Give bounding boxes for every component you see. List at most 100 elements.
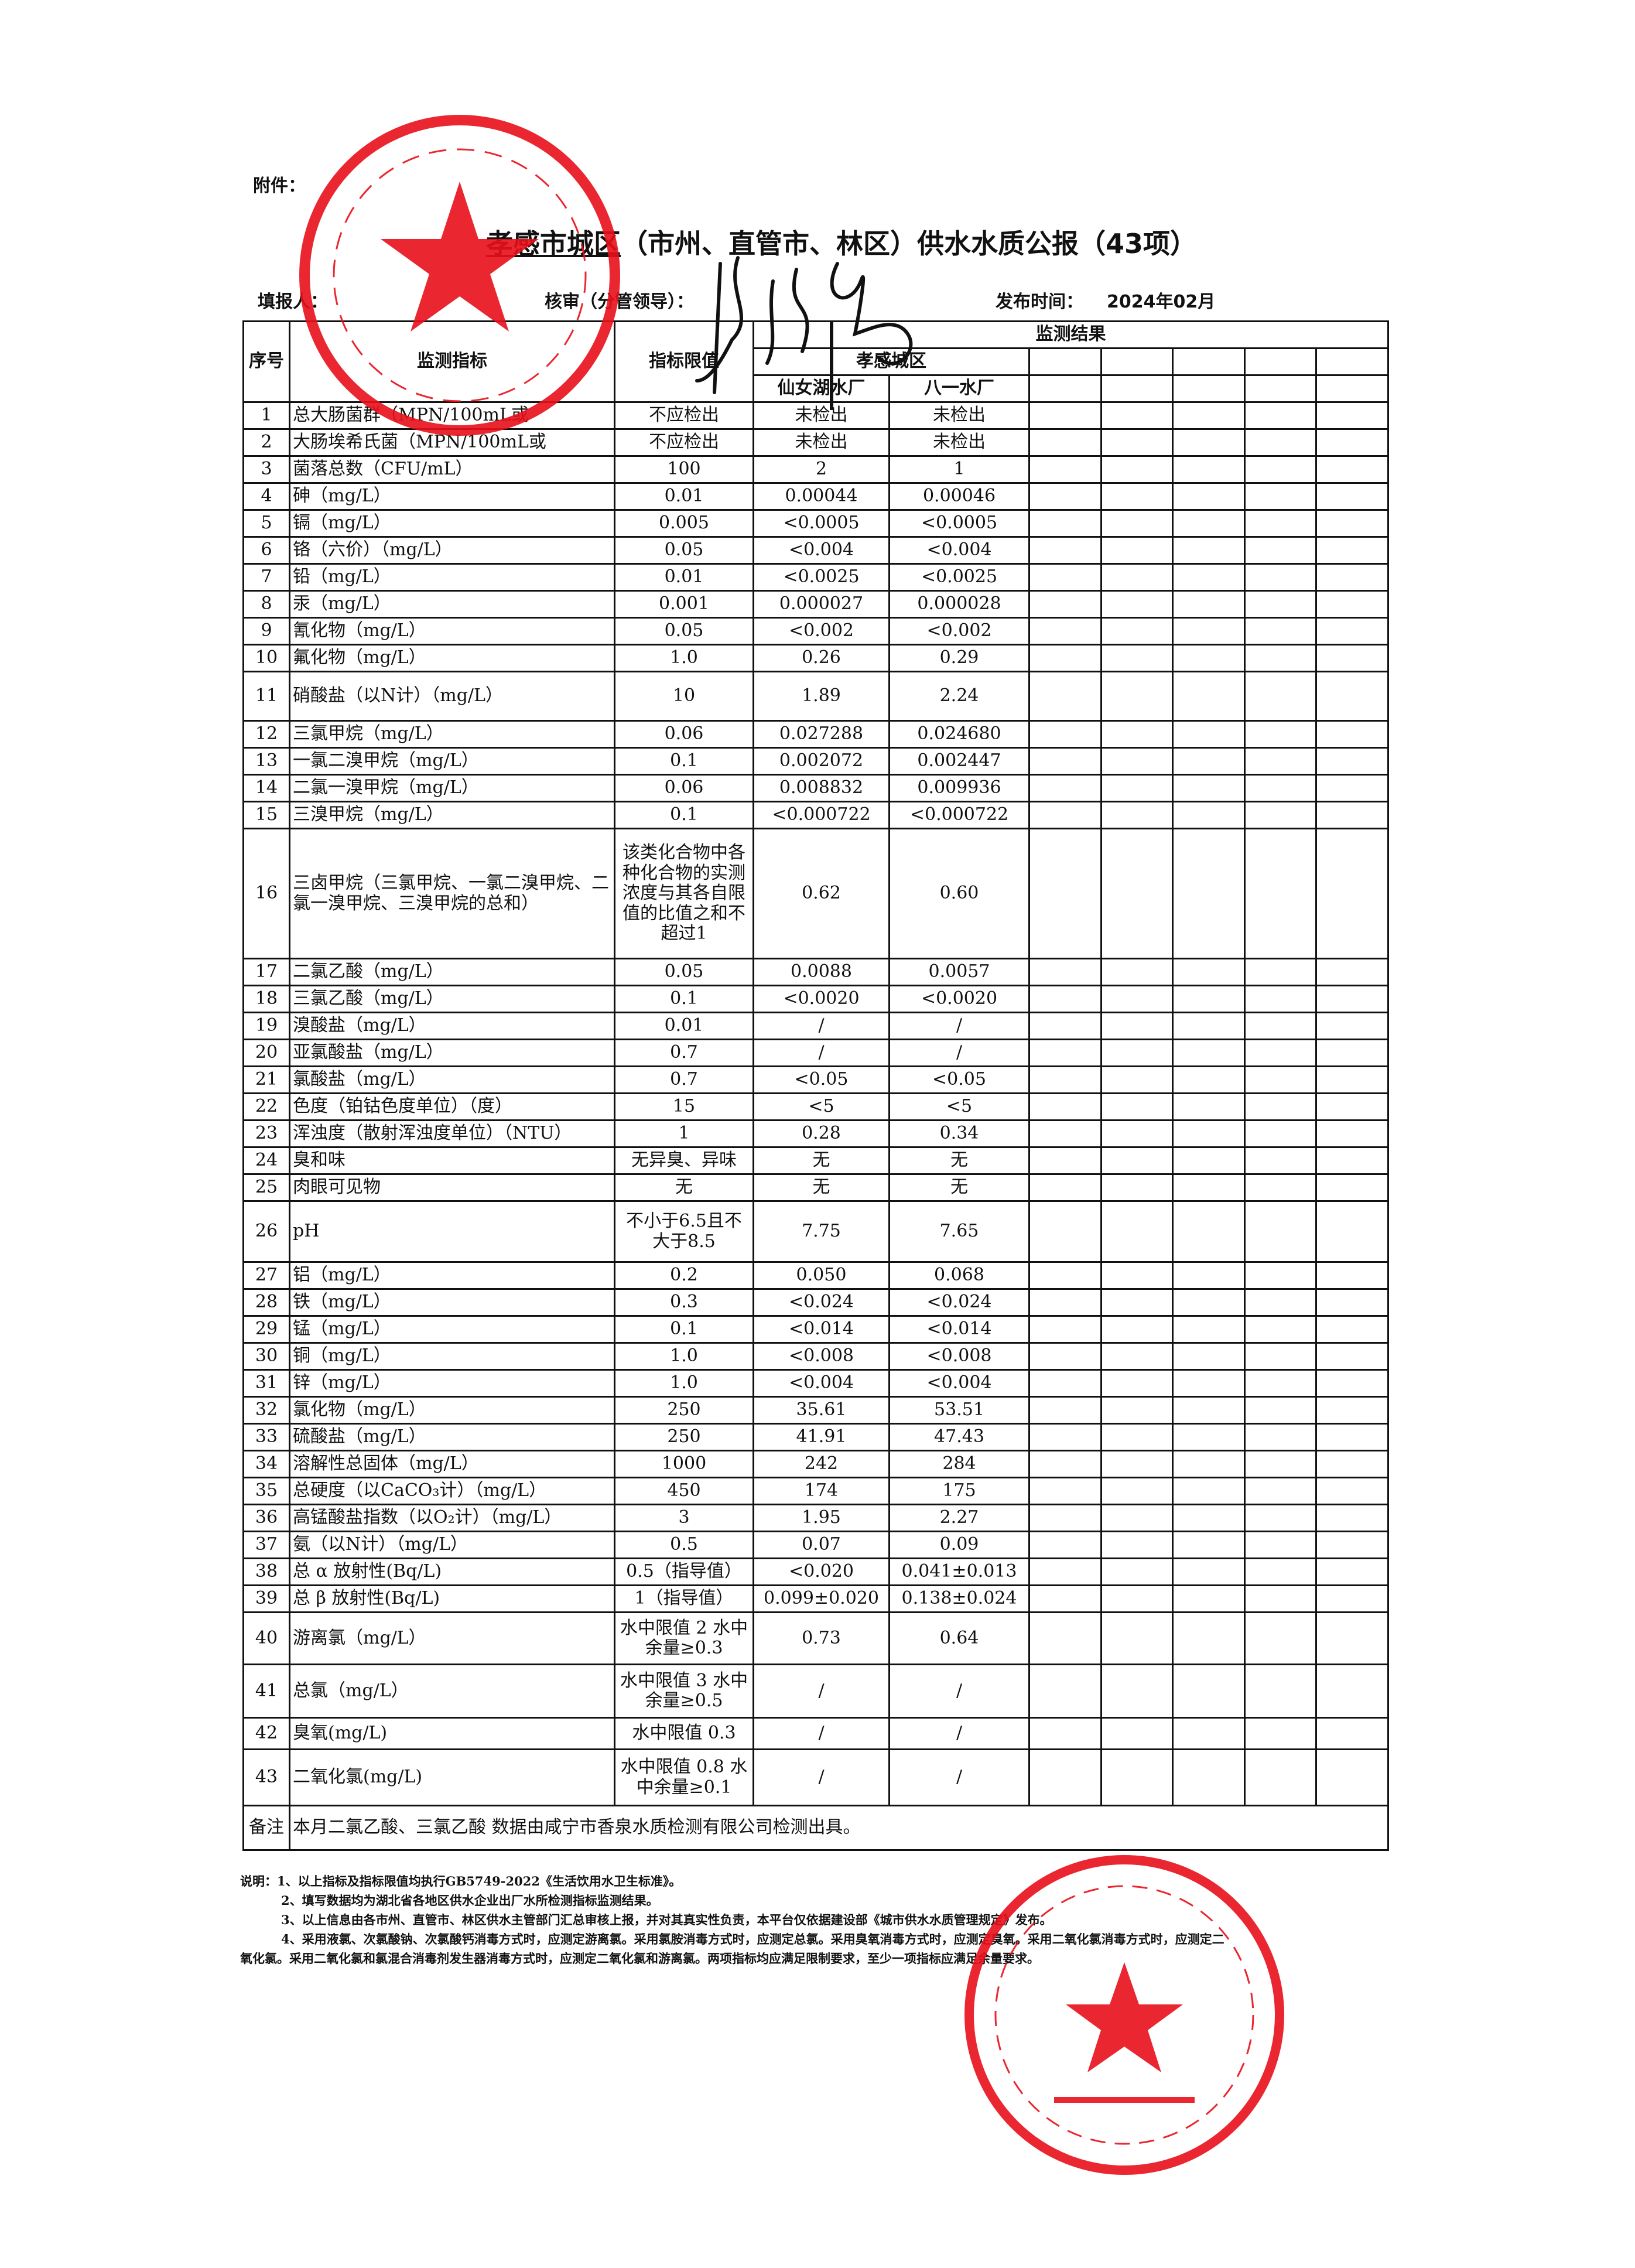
bayi-value: 0.000028 xyxy=(888,590,1030,619)
empty-cell xyxy=(1100,590,1174,619)
empty-cell xyxy=(1243,1288,1318,1317)
empty-cell xyxy=(1100,1584,1174,1613)
empty-cell xyxy=(1243,1342,1318,1371)
empty-cell xyxy=(1100,509,1174,538)
empty-cell xyxy=(1100,720,1174,749)
empty-cell xyxy=(1172,428,1246,457)
empty-cell xyxy=(1315,509,1389,538)
limit-value: 无异臭、异味 xyxy=(614,1146,754,1175)
empty-cell xyxy=(1315,801,1389,829)
limit-value: 无 xyxy=(614,1173,754,1202)
note-3: 3、以上信息由各市州、直管市、林区供水主管部门汇总审核上报，并对其真实性负责，本… xyxy=(281,1912,1052,1927)
indicator-name: 大肠埃希氏菌（MPN/100mL或 xyxy=(289,428,615,457)
xiannvhu-value: 0.28 xyxy=(752,1119,890,1148)
empty-cell xyxy=(1028,1012,1102,1040)
empty-cell xyxy=(1243,1261,1318,1290)
empty-cell xyxy=(1315,347,1389,376)
empty-cell xyxy=(1172,1012,1246,1040)
empty-cell xyxy=(1100,1504,1174,1532)
indicator-name: 硫酸盐（mg/L） xyxy=(289,1423,615,1451)
limit-value: 250 xyxy=(614,1396,754,1425)
indicator-name: 亚氯酸盐（mg/L） xyxy=(289,1039,615,1067)
empty-cell xyxy=(1243,720,1318,749)
empty-cell xyxy=(1100,428,1174,457)
empty-cell xyxy=(1315,563,1389,592)
bayi-value: <0.008 xyxy=(888,1342,1030,1371)
empty-cell xyxy=(1315,1342,1389,1371)
empty-cell xyxy=(1243,1092,1318,1121)
xiannvhu-value: 0.0088 xyxy=(752,958,890,986)
indicator-name: 溴酸盐（mg/L） xyxy=(289,1012,615,1040)
empty-cell xyxy=(1243,1748,1318,1806)
bayi-value: <0.004 xyxy=(888,1369,1030,1398)
table-row: 30 铜（mg/L） 1.0 <0.008 <0.008 xyxy=(242,1342,1389,1371)
empty-cell xyxy=(1172,1065,1246,1094)
bayi-value: <0.05 xyxy=(888,1065,1030,1094)
indicator-name: 臭氧(mg/L) xyxy=(289,1717,615,1750)
empty-cell xyxy=(1315,1012,1389,1040)
limit-value: 0.05 xyxy=(614,958,754,986)
empty-cell xyxy=(1028,644,1102,672)
table-row: 25 肉眼可见物无无无 xyxy=(242,1173,1389,1202)
empty-cell xyxy=(1315,401,1389,430)
table-row: 11 硝酸盐（以N计）（mg/L） 10 1.89 2.24 xyxy=(242,671,1389,722)
empty-cell xyxy=(1028,1200,1102,1263)
row-number: 37 xyxy=(242,1531,290,1559)
row-number: 36 xyxy=(242,1504,290,1532)
empty-cell xyxy=(1172,1477,1246,1505)
indicator-name: 镉（mg/L） xyxy=(289,509,615,538)
table-row: 16 三卤甲烷（三氯甲烷、一氯二溴甲烷、二氯一溴甲烷、三溴甲烷的总和） 该类化合物中… xyxy=(242,828,1389,959)
header-indicator: 监测指标 xyxy=(289,320,615,403)
empty-cell xyxy=(1100,347,1174,376)
empty-cell xyxy=(1315,671,1389,722)
empty-cell xyxy=(1028,509,1102,538)
indicator-name: 总大肠菌群（MPN/100mL或 xyxy=(289,401,615,430)
indicator-name: 菌落总数（CFU/mL） xyxy=(289,455,615,484)
empty-cell xyxy=(1100,1717,1174,1750)
xiannvhu-value: 242 xyxy=(752,1450,890,1478)
xiannvhu-value: <0.05 xyxy=(752,1065,890,1094)
bayi-value: 2.24 xyxy=(888,671,1030,722)
bayi-value: 53.51 xyxy=(888,1396,1030,1425)
attachment-label: 附件： xyxy=(253,176,306,196)
table-row: 40 游离氯（mg/L） 水中限值 2 水中余量≥0.3 0.73 0.64 xyxy=(242,1611,1389,1665)
bayi-value: / xyxy=(888,1717,1030,1750)
empty-cell xyxy=(1172,1423,1246,1451)
limit-value: 0.7 xyxy=(614,1065,754,1094)
limit-value: 不小于6.5且不大于8.5 xyxy=(614,1200,754,1263)
empty-cell xyxy=(1315,482,1389,511)
xiannvhu-value: <0.004 xyxy=(752,536,890,565)
indicator-name: 硝酸盐（以N计）（mg/L） xyxy=(289,671,615,722)
xiannvhu-value: / xyxy=(752,1748,890,1806)
indicator-name: 氯酸盐（mg/L） xyxy=(289,1065,615,1094)
xiannvhu-value: <0.002 xyxy=(752,617,890,645)
empty-cell xyxy=(1100,401,1174,430)
xiannvhu-value: 未检出 xyxy=(752,428,890,457)
bayi-value: <0.0020 xyxy=(888,985,1030,1013)
empty-cell xyxy=(1172,774,1246,802)
empty-cell xyxy=(1172,1146,1246,1175)
remark-text: 本月二氯乙酸、三氯乙酸 数据由咸宁市香泉水质检测有限公司检测出具。 xyxy=(289,1805,1389,1851)
empty-cell xyxy=(1028,1504,1102,1532)
bayi-value: / xyxy=(888,1748,1030,1806)
empty-cell xyxy=(1315,747,1389,776)
xiannvhu-value: 0.00044 xyxy=(752,482,890,511)
empty-cell xyxy=(1100,1065,1174,1094)
bayi-value: <0.004 xyxy=(888,536,1030,565)
indicator-name: 三溴甲烷（mg/L） xyxy=(289,801,615,829)
empty-cell xyxy=(1100,1146,1174,1175)
empty-cell xyxy=(1028,1531,1102,1559)
title-rest: （市州、直管市、林区）供水水质公报（43项） xyxy=(621,228,1198,259)
row-number: 38 xyxy=(242,1557,290,1586)
empty-cell xyxy=(1028,801,1102,829)
empty-cell xyxy=(1315,985,1389,1013)
xiannvhu-value: 0.050 xyxy=(752,1261,890,1290)
empty-cell xyxy=(1315,428,1389,457)
limit-value: 0.05 xyxy=(614,617,754,645)
table-row: 26 pH 不小于6.5且不大于8.5 7.75 7.65 xyxy=(242,1200,1389,1263)
empty-cell xyxy=(1315,1092,1389,1121)
empty-cell xyxy=(1028,1119,1102,1148)
row-number: 7 xyxy=(242,563,290,592)
table-row: 10 氟化物（mg/L） 1.0 0.26 0.29 xyxy=(242,644,1389,672)
xiannvhu-value: 1.95 xyxy=(752,1504,890,1532)
